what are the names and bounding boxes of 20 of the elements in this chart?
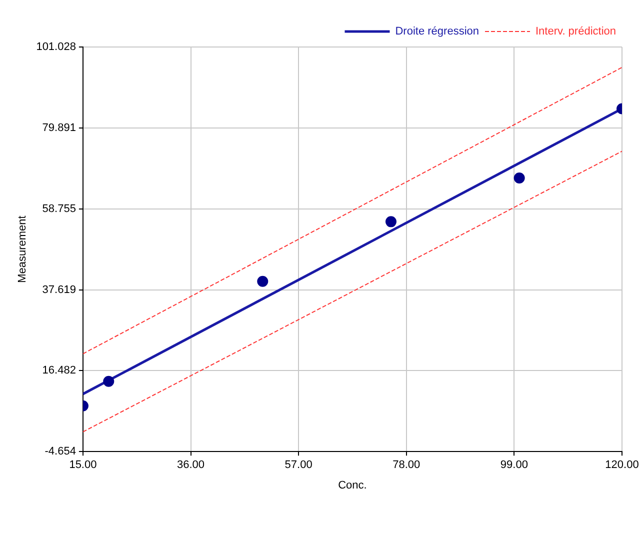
legend-label: Interv. prédiction [536, 26, 616, 38]
y-tick-label: 37.619 [42, 284, 76, 296]
point [257, 276, 268, 287]
x-tick-label: 15.00 [69, 459, 97, 472]
x-tick-label: 36.00 [177, 459, 205, 472]
x-axis-title: Conc. [338, 479, 367, 492]
y-tick-label: 101.028 [36, 41, 76, 54]
x-tick-label: 120.00 [605, 459, 639, 472]
x-tick-label: 99.00 [500, 459, 528, 472]
y-tick-label: 58.755 [42, 202, 76, 215]
y-axis-title: Measurement [16, 216, 29, 283]
legend-label: Droite régression [395, 26, 480, 38]
point [385, 216, 396, 228]
point [103, 376, 114, 387]
x-tick-label: 57.00 [284, 459, 312, 472]
y-tick-label: 79.891 [42, 122, 76, 134]
point [514, 172, 525, 184]
x-tick-label: 78.00 [392, 459, 420, 472]
y-tick-label: 16.482 [42, 364, 76, 377]
y-tick-label: -4.654 [44, 446, 76, 458]
